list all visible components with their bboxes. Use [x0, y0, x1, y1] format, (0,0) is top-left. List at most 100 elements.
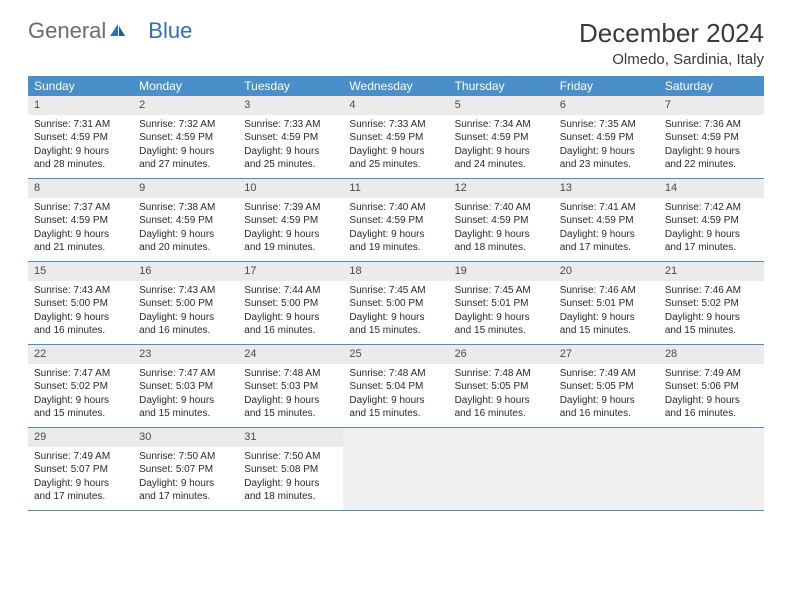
weekday-header: Sunday [28, 76, 133, 96]
day-line-sunset: Sunset: 5:03 PM [139, 380, 232, 394]
day-cell: 27Sunrise: 7:49 AMSunset: 5:05 PMDayligh… [554, 345, 659, 427]
day-line-day2: and 16 minutes. [34, 324, 127, 338]
day-line-day1: Daylight: 9 hours [665, 311, 758, 325]
day-number: 17 [238, 262, 343, 281]
day-line-day1: Daylight: 9 hours [139, 145, 232, 159]
day-body: Sunrise: 7:48 AMSunset: 5:05 PMDaylight:… [449, 364, 554, 424]
day-line-sunrise: Sunrise: 7:38 AM [139, 201, 232, 215]
day-body: Sunrise: 7:40 AMSunset: 4:59 PMDaylight:… [449, 198, 554, 258]
day-body: Sunrise: 7:45 AMSunset: 5:00 PMDaylight:… [343, 281, 448, 341]
day-line-day2: and 16 minutes. [244, 324, 337, 338]
weekday-header-row: SundayMondayTuesdayWednesdayThursdayFrid… [28, 76, 764, 96]
day-body: Sunrise: 7:43 AMSunset: 5:00 PMDaylight:… [133, 281, 238, 341]
day-number: 9 [133, 179, 238, 198]
day-number: 6 [554, 96, 659, 115]
day-line-day1: Daylight: 9 hours [455, 145, 548, 159]
day-line-day1: Daylight: 9 hours [34, 477, 127, 491]
day-body: Sunrise: 7:46 AMSunset: 5:01 PMDaylight:… [554, 281, 659, 341]
day-number: 27 [554, 345, 659, 364]
day-line-sunset: Sunset: 5:06 PM [665, 380, 758, 394]
day-body: Sunrise: 7:45 AMSunset: 5:01 PMDaylight:… [449, 281, 554, 341]
day-body: Sunrise: 7:33 AMSunset: 4:59 PMDaylight:… [343, 115, 448, 175]
day-line-day2: and 17 minutes. [560, 241, 653, 255]
day-body: Sunrise: 7:47 AMSunset: 5:02 PMDaylight:… [28, 364, 133, 424]
day-cell [554, 428, 659, 510]
day-number: 10 [238, 179, 343, 198]
day-line-sunset: Sunset: 4:59 PM [455, 131, 548, 145]
day-line-sunrise: Sunrise: 7:44 AM [244, 284, 337, 298]
day-line-sunrise: Sunrise: 7:33 AM [349, 118, 442, 132]
weekday-header: Friday [554, 76, 659, 96]
day-line-sunset: Sunset: 5:07 PM [34, 463, 127, 477]
day-line-sunset: Sunset: 5:00 PM [349, 297, 442, 311]
day-cell: 10Sunrise: 7:39 AMSunset: 4:59 PMDayligh… [238, 179, 343, 261]
day-cell: 19Sunrise: 7:45 AMSunset: 5:01 PMDayligh… [449, 262, 554, 344]
day-line-sunrise: Sunrise: 7:45 AM [349, 284, 442, 298]
day-cell: 1Sunrise: 7:31 AMSunset: 4:59 PMDaylight… [28, 96, 133, 178]
day-line-day1: Daylight: 9 hours [349, 228, 442, 242]
day-line-sunset: Sunset: 5:04 PM [349, 380, 442, 394]
day-cell: 14Sunrise: 7:42 AMSunset: 4:59 PMDayligh… [659, 179, 764, 261]
day-line-sunrise: Sunrise: 7:49 AM [34, 450, 127, 464]
day-line-sunrise: Sunrise: 7:33 AM [244, 118, 337, 132]
month-title: December 2024 [579, 18, 764, 49]
day-cell: 3 Sunrise: 7:33 AMSunset: 4:59 PMDaylight… [238, 96, 343, 178]
day-body: Sunrise: 7:32 AMSunset: 4:59 PMDaylight:… [133, 115, 238, 175]
day-line-day1: Daylight: 9 hours [560, 311, 653, 325]
day-number: 25 [343, 345, 448, 364]
day-line-day1: Daylight: 9 hours [665, 145, 758, 159]
day-line-sunset: Sunset: 5:05 PM [455, 380, 548, 394]
day-cell: 30Sunrise: 7:50 AMSunset: 5:07 PMDayligh… [133, 428, 238, 510]
day-number: 4 [343, 96, 448, 115]
day-line-day2: and 15 minutes. [455, 324, 548, 338]
day-line-day1: Daylight: 9 hours [244, 145, 337, 159]
day-line-sunrise: Sunrise: 7:41 AM [560, 201, 653, 215]
day-line-sunrise: Sunrise: 7:48 AM [455, 367, 548, 381]
day-line-sunrise: Sunrise: 7:50 AM [139, 450, 232, 464]
day-number: 3 [238, 96, 343, 115]
day-cell: 11Sunrise: 7:40 AMSunset: 4:59 PMDayligh… [343, 179, 448, 261]
day-line-day1: Daylight: 9 hours [560, 228, 653, 242]
weekday-header: Thursday [449, 76, 554, 96]
day-body: Sunrise: 7:37 AMSunset: 4:59 PMDaylight:… [28, 198, 133, 258]
day-line-day2: and 25 minutes. [244, 158, 337, 172]
day-number: 24 [238, 345, 343, 364]
week-row: 15Sunrise: 7:43 AMSunset: 5:00 PMDayligh… [28, 262, 764, 345]
day-line-day1: Daylight: 9 hours [560, 394, 653, 408]
day-cell [449, 428, 554, 510]
day-line-sunset: Sunset: 4:59 PM [34, 131, 127, 145]
day-cell: 22Sunrise: 7:47 AMSunset: 5:02 PMDayligh… [28, 345, 133, 427]
day-body: Sunrise: 7:50 AMSunset: 5:08 PMDaylight:… [238, 447, 343, 507]
day-number: 31 [238, 428, 343, 447]
day-line-day2: and 16 minutes. [139, 324, 232, 338]
day-line-day1: Daylight: 9 hours [244, 477, 337, 491]
day-number: 16 [133, 262, 238, 281]
week-row: 29Sunrise: 7:49 AMSunset: 5:07 PMDayligh… [28, 428, 764, 511]
day-number: 28 [659, 345, 764, 364]
day-line-sunrise: Sunrise: 7:37 AM [34, 201, 127, 215]
day-line-day1: Daylight: 9 hours [665, 394, 758, 408]
day-line-sunset: Sunset: 5:00 PM [244, 297, 337, 311]
day-cell [659, 428, 764, 510]
day-line-day1: Daylight: 9 hours [139, 477, 232, 491]
day-cell: 12Sunrise: 7:40 AMSunset: 4:59 PMDayligh… [449, 179, 554, 261]
day-line-sunrise: Sunrise: 7:47 AM [139, 367, 232, 381]
day-line-day1: Daylight: 9 hours [244, 394, 337, 408]
day-line-sunset: Sunset: 5:03 PM [244, 380, 337, 394]
day-number: 29 [28, 428, 133, 447]
day-line-sunrise: Sunrise: 7:45 AM [455, 284, 548, 298]
day-number: 22 [28, 345, 133, 364]
day-line-sunrise: Sunrise: 7:36 AM [665, 118, 758, 132]
day-line-sunrise: Sunrise: 7:49 AM [665, 367, 758, 381]
day-line-sunrise: Sunrise: 7:43 AM [34, 284, 127, 298]
day-line-sunset: Sunset: 4:59 PM [244, 131, 337, 145]
logo-text-blue: Blue [148, 18, 192, 44]
day-number: 20 [554, 262, 659, 281]
day-line-day2: and 17 minutes. [139, 490, 232, 504]
day-line-sunrise: Sunrise: 7:39 AM [244, 201, 337, 215]
day-line-day1: Daylight: 9 hours [455, 228, 548, 242]
day-number: 7 [659, 96, 764, 115]
day-body: Sunrise: 7:49 AMSunset: 5:07 PMDaylight:… [28, 447, 133, 507]
day-cell: 23Sunrise: 7:47 AMSunset: 5:03 PMDayligh… [133, 345, 238, 427]
day-cell: 20Sunrise: 7:46 AMSunset: 5:01 PMDayligh… [554, 262, 659, 344]
